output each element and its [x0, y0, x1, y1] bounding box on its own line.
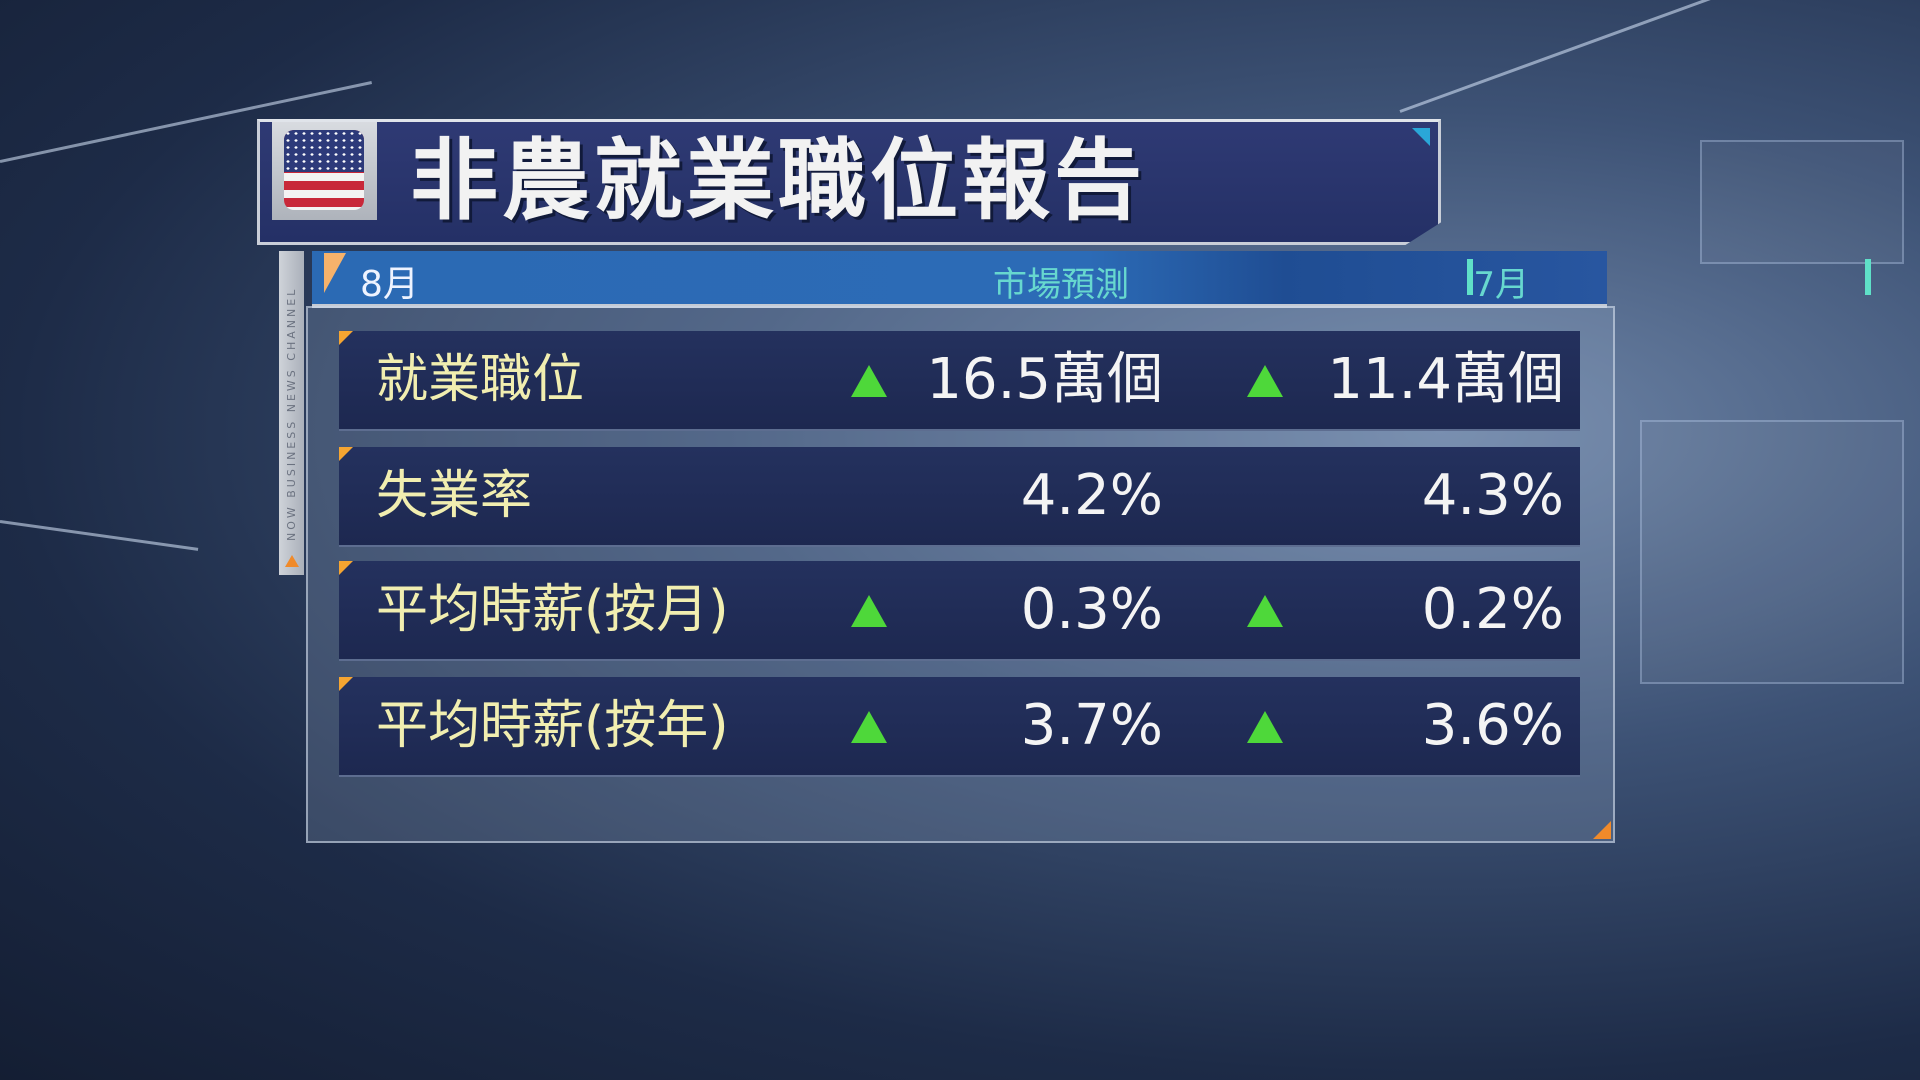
- forecast-value: 3.7%: [1020, 693, 1163, 758]
- corner-marker-icon: [339, 331, 353, 345]
- up-arrow-icon: [851, 595, 887, 627]
- row-label: 失業率: [376, 466, 533, 526]
- row-label: 就業職位: [376, 350, 585, 410]
- channel-strip: NOW BUSINESS NEWS CHANNEL: [279, 251, 304, 575]
- background-line: [0, 520, 199, 551]
- background-panel: [1700, 140, 1904, 264]
- corner-marker-icon: [339, 561, 353, 575]
- flag-marker-icon: [324, 253, 346, 293]
- column-divider: [1467, 259, 1473, 295]
- forecast-value: 16.5萬個: [926, 347, 1163, 412]
- column-header: 8月 市場預測 7月: [312, 251, 1871, 308]
- background-panel: [1640, 420, 1904, 684]
- previous-month-header: 7月: [1473, 265, 1529, 305]
- previous-value: 3.6%: [1421, 693, 1564, 758]
- up-arrow-icon: [1247, 595, 1283, 627]
- channel-text: NOW BUSINESS NEWS CHANNEL: [285, 286, 298, 541]
- row-label: 平均時薪(按年): [376, 696, 729, 756]
- background-line: [1399, 0, 1890, 113]
- column-divider: [1865, 259, 1871, 295]
- up-arrow-icon: [851, 711, 887, 743]
- corner-decoration: [1593, 821, 1611, 839]
- table-row: 平均時薪(按年) 3.7% 3.6%: [339, 677, 1580, 777]
- up-arrow-icon: [851, 365, 887, 397]
- corner-decoration: [1412, 128, 1430, 146]
- table-row: 就業職位 16.5萬個 11.4萬個: [339, 331, 1580, 431]
- up-arrow-icon: [1247, 711, 1283, 743]
- previous-value: 11.4萬個: [1327, 347, 1564, 412]
- up-arrow-icon: [1247, 365, 1283, 397]
- previous-value: 0.2%: [1421, 577, 1564, 642]
- title-bar: 非農就業職位報告: [257, 119, 1441, 245]
- corner-marker-icon: [339, 447, 353, 461]
- corner-marker-icon: [339, 677, 353, 691]
- table-row: 平均時薪(按月) 0.3% 0.2%: [339, 561, 1580, 661]
- us-flag-icon: [284, 130, 364, 210]
- page-title: 非農就業職位報告: [410, 129, 1147, 232]
- forecast-value: 4.2%: [1020, 463, 1163, 528]
- previous-value: 4.3%: [1421, 463, 1564, 528]
- flag-badge: [272, 122, 377, 220]
- row-label: 平均時薪(按月): [376, 580, 729, 640]
- table-row: 失業率 4.2% 4.3%: [339, 447, 1580, 547]
- current-month-label: 8月: [360, 264, 419, 305]
- forecast-header: 市場預測: [993, 265, 1129, 305]
- forecast-value: 0.3%: [1020, 577, 1163, 642]
- triangle-icon: [285, 555, 299, 567]
